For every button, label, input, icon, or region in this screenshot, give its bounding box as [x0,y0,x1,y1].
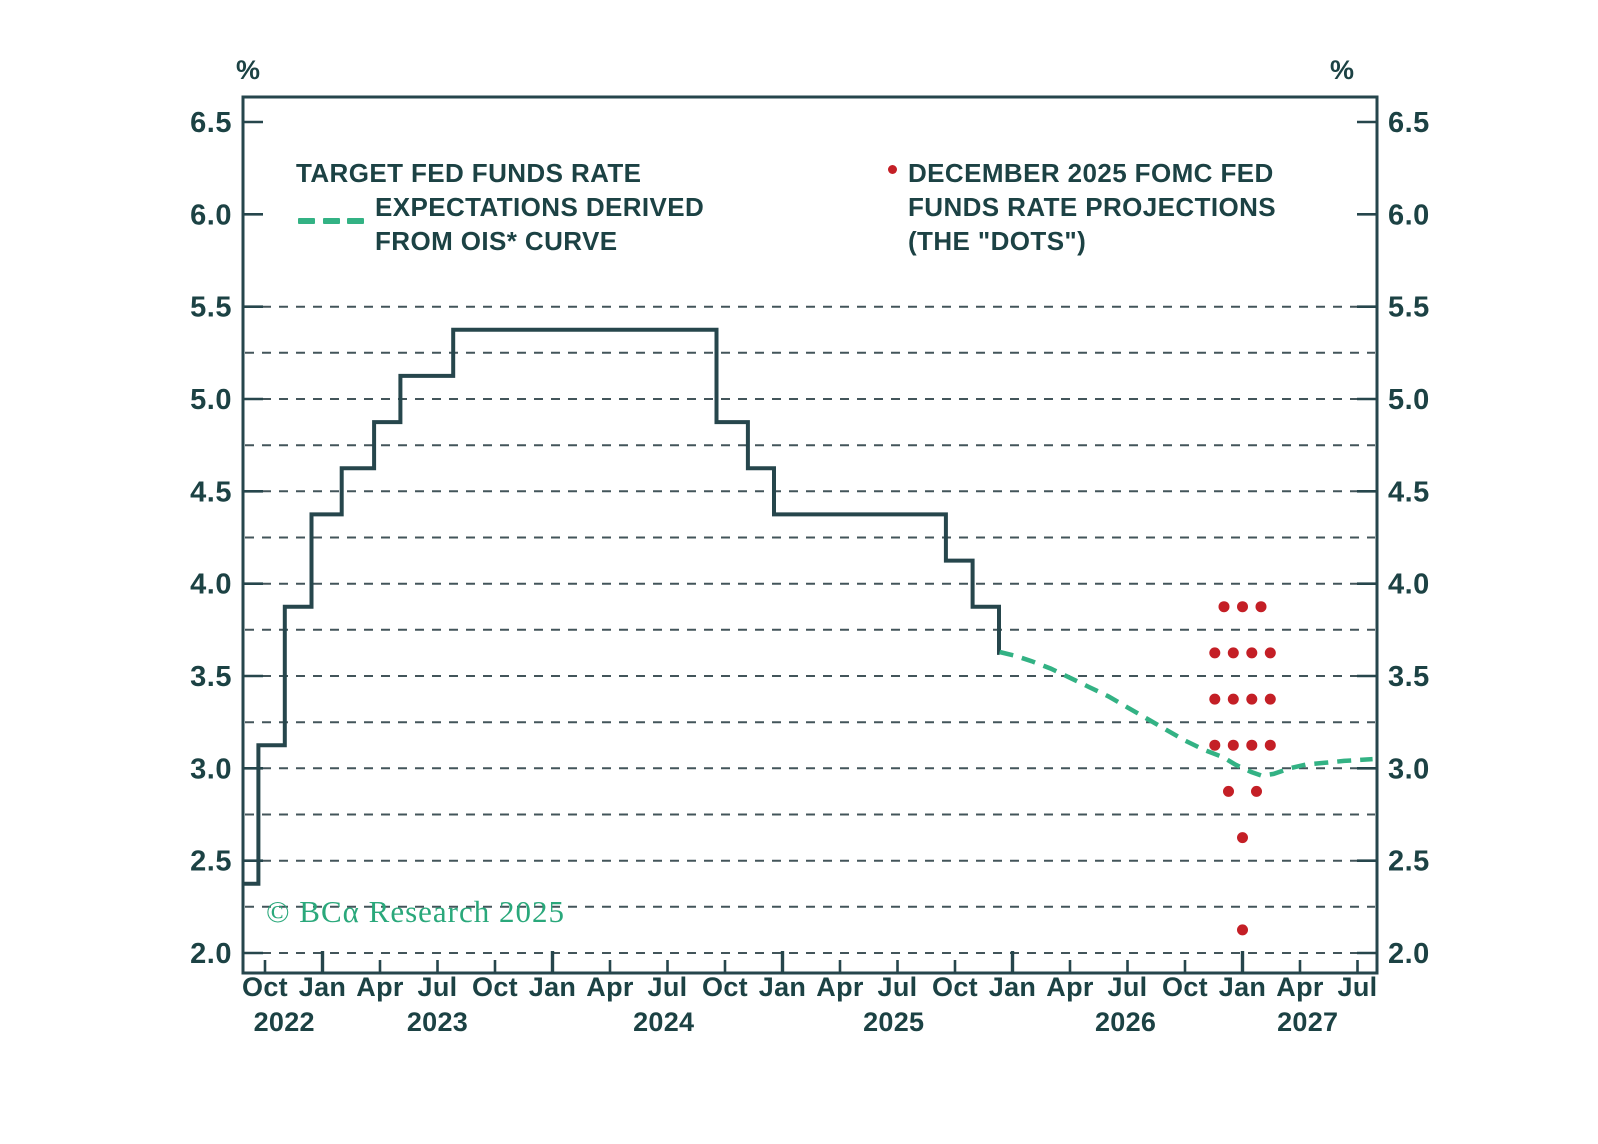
y-axis-label: 6.5 [1388,107,1430,139]
axis-ticks [243,120,1377,973]
y-axis-label: 4.5 [1388,476,1430,508]
y-axis-label: 2.0 [190,938,232,970]
x-year-label: 2023 [407,1007,468,1037]
x-year-label: 2027 [1277,1007,1338,1037]
fomc-dot [1237,924,1248,936]
y-axis-unit-right: % [1330,55,1355,85]
ois-expectations-line [999,649,1373,779]
y-axis-label: 6.5 [190,107,232,139]
plot-frame [241,95,1379,975]
fomc-dots [1209,601,1276,936]
x-month-label: Jan [1219,972,1266,1002]
ois-dashed-line-icon [298,218,364,224]
legend-ois-line1: TARGET FED FUNDS RATE [296,158,642,188]
y-axis-label: 6.0 [1388,199,1430,231]
x-month-label: Jan [299,972,346,1002]
y-axis-label: 3.0 [190,753,232,785]
x-month-label: Oct [242,972,288,1002]
fomc-dot [1218,601,1230,613]
y-axis-label: 3.0 [1388,753,1430,785]
x-month-label: Jan [529,972,576,1002]
fomc-dot [1223,785,1234,797]
fomc-dot [1246,693,1258,705]
x-month-label: Oct [932,972,978,1002]
x-month-label: Apr [816,972,864,1002]
fomc-dot [1246,739,1258,751]
fomc-dot [1237,832,1248,844]
y-axis-label: 2.5 [190,846,232,878]
y-axis-label: 2.0 [1388,938,1430,970]
y-axis-label: 4.0 [1388,569,1430,601]
x-axis-labels: Oct Jan Apr Jul Oct Jan Apr Jul Oct Jan Apr Jul Oct J… [242,972,1377,1037]
y-axis-label: 4.0 [190,569,232,601]
x-month-label: Apr [586,972,634,1002]
x-month-label: Apr [356,972,404,1002]
y-axis-label: 3.5 [1388,661,1430,693]
fomc-dot [1209,647,1221,659]
y-axis-labels: 2.0 2.0 2.5 2.5 3.0 3.0 3.5 3.5 4.0 4.0 4.5 4.5 5.0 5… [190,107,1430,970]
fomc-dot [1237,601,1248,613]
x-year-label: 2026 [1095,1007,1156,1037]
y-axis-label: 3.5 [190,661,232,693]
legend-dots-line2: FUNDS RATE PROJECTIONS [908,192,1277,222]
fomc-dot [1209,739,1221,751]
fomc-dot [1264,739,1276,751]
x-month-label: Jul [648,972,688,1002]
x-month-label: Jul [1338,972,1378,1002]
y-axis-label: 5.5 [1388,292,1430,324]
x-month-label: Oct [1162,972,1208,1002]
x-year-label: 2025 [863,1007,924,1037]
fomc-dot [1227,693,1239,705]
x-month-label: Apr [1276,972,1324,1002]
fed-funds-step-line [244,327,1001,886]
fomc-dot [1246,647,1258,659]
fomc-dot [1255,601,1267,613]
x-month-label: Apr [1046,972,1094,1002]
x-month-label: Oct [702,972,748,1002]
fomc-dot [1251,785,1262,797]
x-year-label: 2022 [254,1007,315,1037]
x-month-label: Jul [878,972,918,1002]
legend-ois-expectations: TARGET FED FUNDS RATE EXPECTATIONS DERIV… [296,156,704,258]
y-axis-label: 6.0 [190,199,232,231]
legend-ois-line3: FROM OIS* CURVE [375,226,618,256]
y-axis-label: 5.5 [190,292,232,324]
y-gridlines [245,305,1375,954]
y-axis-label: 5.0 [190,384,232,416]
x-month-label: Jul [1108,972,1148,1002]
x-month-label: Oct [472,972,518,1002]
fomc-dot [1227,739,1239,751]
fomc-dot [1264,647,1276,659]
y-axis-label: 2.5 [1388,846,1430,878]
legend-ois-line2: EXPECTATIONS DERIVED [375,192,705,222]
x-year-label: 2024 [633,1007,694,1037]
x-month-label: Jan [759,972,806,1002]
fomc-dot [1264,693,1276,705]
y-axis-label: 4.5 [190,476,232,508]
y-axis-label: 5.0 [1388,384,1430,416]
legend-dots-line3: (THE "DOTS") [908,226,1087,256]
legend-dots-line1: DECEMBER 2025 FOMC FED [908,158,1274,188]
fomc-dot [1209,693,1221,705]
legend-fomc-dots: DECEMBER 2025 FOMC FED FUNDS RATE PROJEC… [884,156,1276,258]
copyright-watermark: © BCα Research 2025 [266,894,565,929]
x-month-label: Jul [418,972,458,1002]
fomc-dot [1227,647,1239,659]
y-axis-unit-left: % [236,55,261,85]
fomc-dot-icon [888,165,897,174]
x-month-label: Jan [989,972,1036,1002]
